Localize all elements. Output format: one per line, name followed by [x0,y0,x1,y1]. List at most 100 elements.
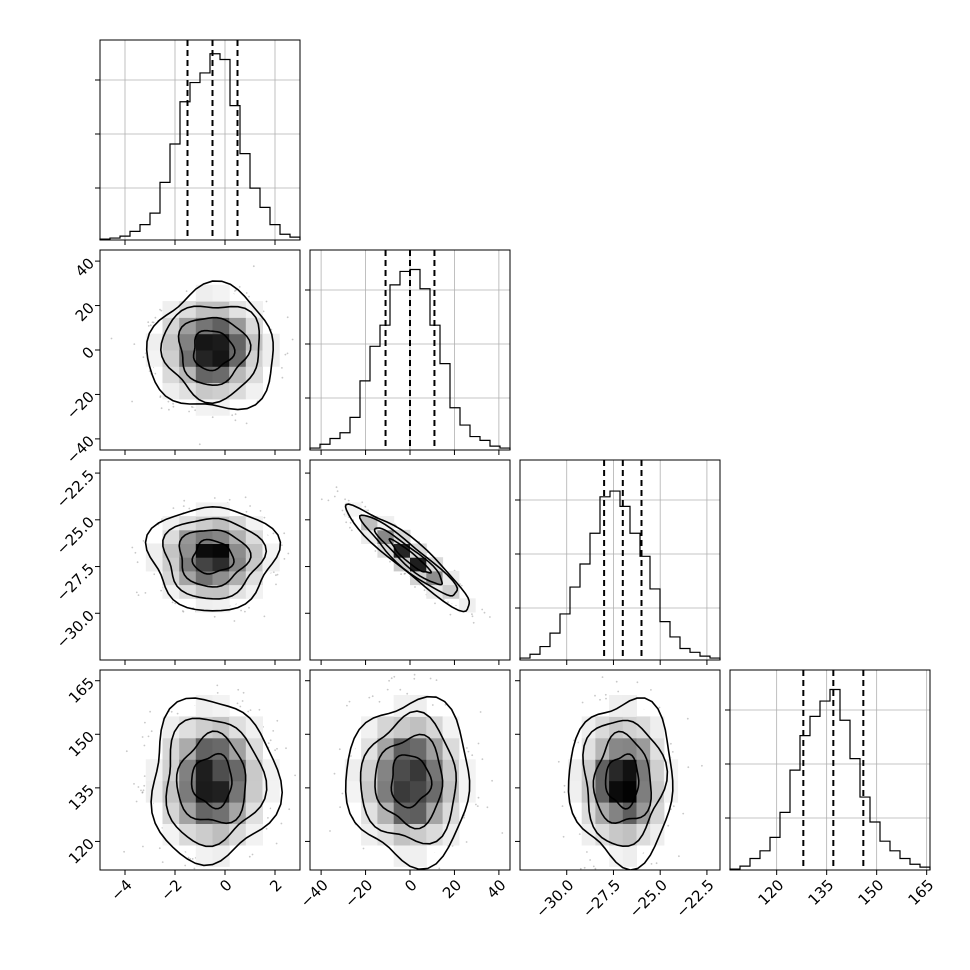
density-cell [229,317,247,335]
scatter-point [172,402,175,405]
scatter-point [183,499,186,502]
density-cell [245,529,263,544]
scatter-point [173,452,175,454]
scatter-point [400,573,402,575]
density-cell [195,529,213,544]
scatter-point [350,529,353,532]
scatter-point [228,498,231,501]
contour-level-3 [344,503,471,613]
scatter-point [137,786,140,788]
scatter-point [263,615,266,618]
scatter-point [152,321,155,324]
density-cell [179,301,197,318]
scatter-point [142,540,145,542]
scatter-point [447,601,449,603]
density-cell [179,543,197,558]
scatter-point [286,352,289,355]
scatter-point [274,749,276,752]
scatter-point [143,775,146,777]
scatter-point [275,583,277,586]
density-cell [262,350,280,367]
scatter-point [459,583,461,585]
density-cell [195,350,213,367]
density-cell [179,333,197,351]
density-cell [458,598,476,613]
scatter-point [213,497,216,499]
scatter-point [182,505,185,507]
scatter-point [449,613,452,616]
scatter-point [294,774,296,777]
density-cell [212,350,230,367]
density-cell [212,284,230,302]
scatter-point [161,861,164,863]
scatter-panel-1-0 [95,249,301,455]
density-cell [145,543,163,558]
scatter-point [265,300,268,303]
scatter-point [489,616,491,618]
scatter-point [172,507,175,509]
density-cell [212,598,230,613]
scatter-point [404,572,406,575]
contour-level-0 [191,538,235,575]
scatter-point [240,609,243,612]
scatter-point [143,744,146,747]
density-cell [229,301,247,318]
scatter-point [213,615,216,618]
scatter-point [154,316,157,319]
density-cell [212,543,230,558]
scatter-point [460,584,463,587]
scatter-point [198,443,201,446]
density-cell [162,350,180,367]
scatter-point [361,501,364,504]
scatter-point [262,310,265,313]
scatter-point [471,615,474,618]
scatter-point [159,396,162,399]
density-cell [162,584,180,599]
scatter-point [471,613,473,616]
scatter-point [472,621,475,624]
density-cell [212,333,230,351]
density-cell [426,584,444,599]
density-cell [179,382,197,400]
histogram-steps [99,53,301,240]
scatter-point [423,589,426,592]
axes-frame [729,669,931,871]
scatter-panel-3-0 [95,669,301,882]
axes-frame [99,39,301,241]
scatter-point [136,561,139,564]
density-cell [212,584,230,599]
density-cell [212,529,230,544]
density-cell [145,333,163,351]
scatter-point [245,292,248,294]
scatter-point [188,410,191,413]
scatter-point [302,512,304,514]
scatter-point [250,880,252,882]
scatter-point [245,510,248,513]
scatter-point [434,602,436,605]
scatter-point [286,316,289,319]
scatter-point [483,611,486,614]
scatter-point [244,610,246,613]
scatter-point [144,721,146,724]
scatter-point [172,405,175,408]
scatter-point [389,560,391,563]
scatter-point [291,338,294,341]
scatter-point [280,544,283,547]
scatter-point [185,290,188,293]
density-cell [162,570,180,586]
density-cell [212,366,230,384]
density-cell [179,529,197,544]
density-cell [212,317,230,335]
scatter-point [367,509,369,512]
density-cell [212,301,230,318]
scatter-point [110,337,113,340]
scatter-point [259,510,262,512]
scatter-point [143,784,146,787]
density-cell [393,557,411,572]
density-cell [245,584,263,599]
density-cell [195,284,213,302]
scatter-point [333,495,336,498]
scatter-point [234,413,237,416]
scatter-point [341,509,344,512]
scatter-point [184,864,187,867]
